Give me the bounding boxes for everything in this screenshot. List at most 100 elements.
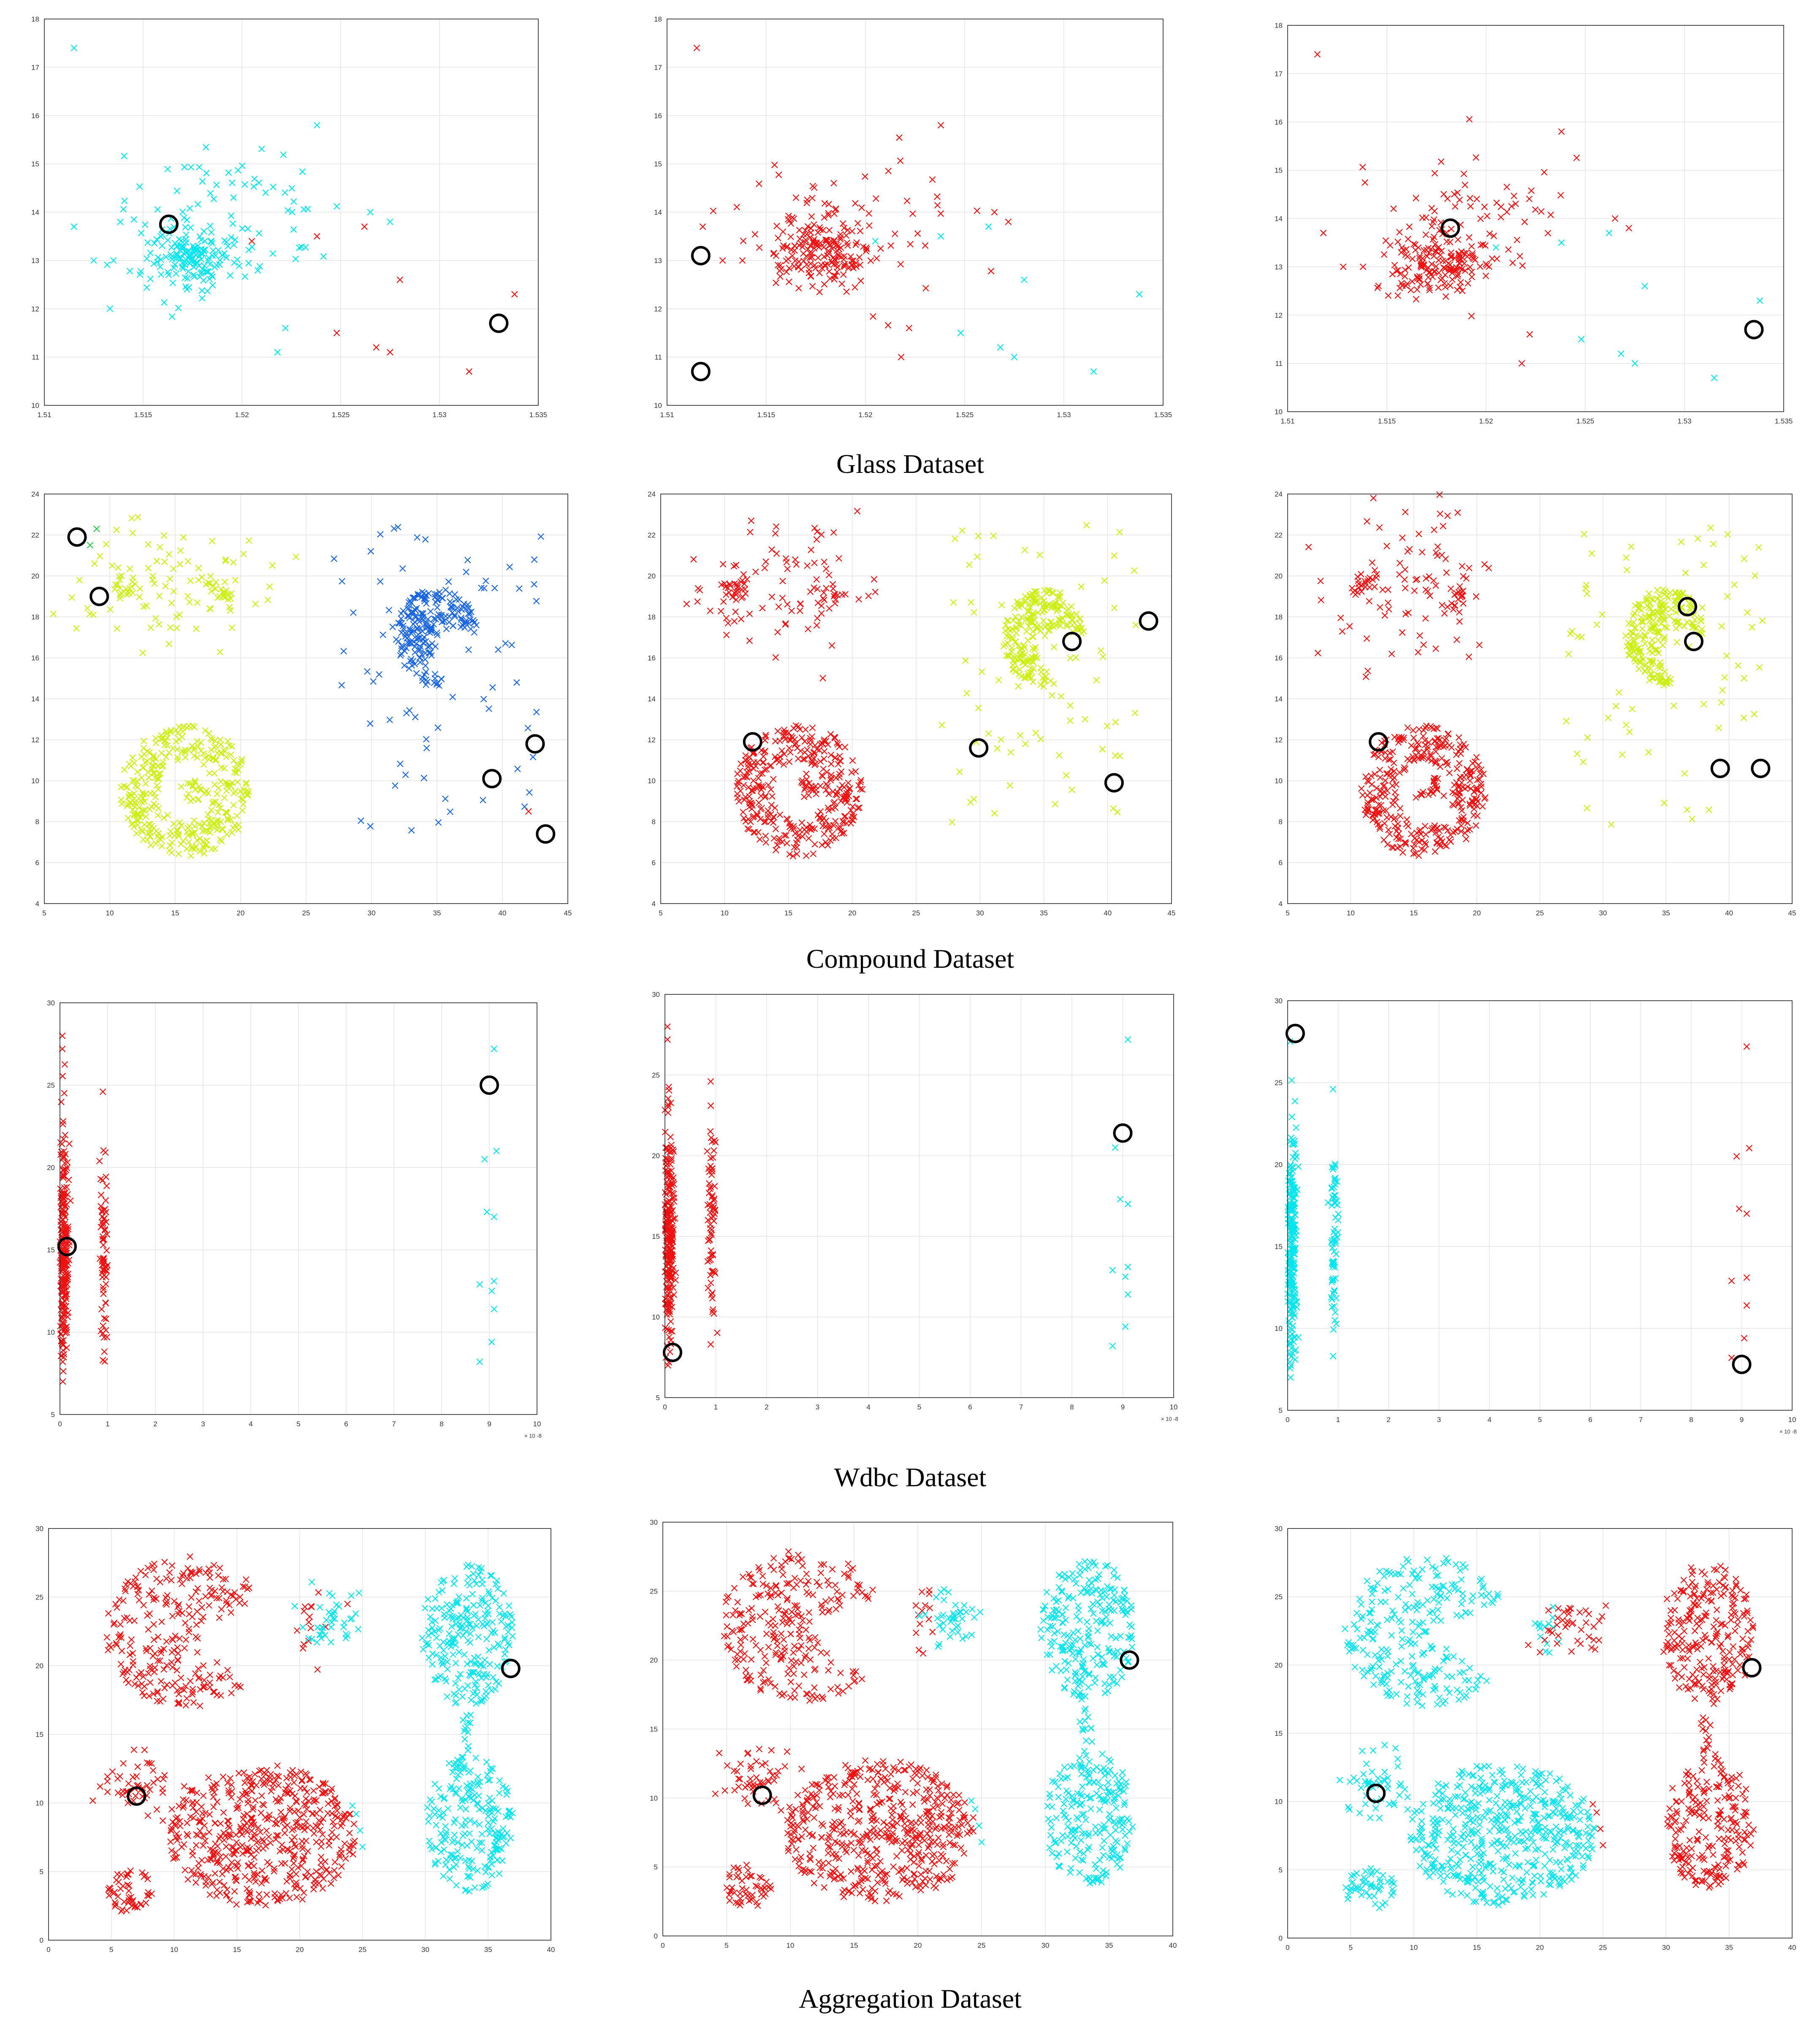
cluster-center-marker bbox=[691, 246, 711, 266]
data-point bbox=[138, 230, 145, 236]
data-point bbox=[823, 236, 830, 244]
data-point bbox=[143, 284, 150, 291]
data-point bbox=[231, 241, 237, 248]
x-tick-label: 15 bbox=[1410, 909, 1418, 917]
data-point bbox=[144, 255, 150, 262]
data-point bbox=[840, 220, 846, 227]
x-tick-label: 35 bbox=[484, 1946, 492, 1954]
x-tick-label: 0 bbox=[58, 1420, 62, 1428]
y-tick-label: 10 bbox=[35, 1799, 43, 1807]
data-point bbox=[803, 199, 810, 206]
data-point bbox=[191, 245, 198, 252]
panel-glass-2: 1.51 1.515 1.52 1.525 1.53 1.5351011121314151… bbox=[654, 15, 1172, 419]
data-point bbox=[937, 210, 944, 217]
y-tick-label: 8 bbox=[652, 818, 656, 826]
data-point bbox=[934, 193, 941, 200]
data-point bbox=[1426, 287, 1433, 293]
x-tick-label: 20 bbox=[237, 909, 245, 917]
data-point bbox=[1486, 230, 1493, 237]
data-point bbox=[1423, 267, 1430, 274]
data-point bbox=[779, 228, 787, 235]
x-tick-label: 15 bbox=[233, 1946, 241, 1954]
data-point bbox=[1538, 208, 1545, 215]
data-point bbox=[208, 271, 215, 278]
data-point bbox=[802, 236, 809, 243]
data-point bbox=[1460, 171, 1467, 177]
data-point bbox=[1389, 271, 1396, 278]
x-tick-label: 1.515 bbox=[134, 411, 152, 419]
axes-frame bbox=[44, 19, 539, 406]
data-point bbox=[157, 233, 164, 240]
data-point bbox=[187, 164, 195, 171]
data-point bbox=[997, 344, 1004, 351]
data-point bbox=[1398, 280, 1405, 287]
data-point bbox=[830, 254, 837, 261]
data-point bbox=[511, 291, 518, 298]
cluster-center-marker bbox=[489, 313, 509, 333]
y-tick-label: 4 bbox=[35, 900, 39, 908]
y-tick-label: 10 bbox=[654, 402, 662, 410]
data-point bbox=[334, 203, 340, 210]
y-tick-label: 15 bbox=[47, 1246, 55, 1254]
data-point bbox=[770, 250, 777, 257]
data-point bbox=[190, 271, 197, 278]
data-point bbox=[130, 216, 137, 223]
data-point bbox=[1424, 253, 1431, 260]
x-tick-label: 3 bbox=[816, 1403, 819, 1411]
data-point bbox=[897, 157, 904, 164]
data-point bbox=[1465, 280, 1471, 287]
data-point bbox=[210, 247, 217, 254]
data-point bbox=[785, 255, 792, 263]
data-point bbox=[897, 261, 904, 268]
y-tick-label: 30 bbox=[35, 1525, 43, 1533]
data-point bbox=[228, 179, 236, 186]
data-point bbox=[387, 349, 393, 356]
data-point bbox=[771, 161, 778, 168]
x-tick-label: 4 bbox=[1487, 1416, 1491, 1424]
y-tick-label: 18 bbox=[31, 613, 39, 621]
data-point bbox=[1397, 271, 1404, 277]
data-point bbox=[121, 152, 127, 160]
data-point bbox=[205, 257, 212, 264]
data-point bbox=[1462, 182, 1468, 188]
y-tick-label: 12 bbox=[31, 736, 39, 744]
x-tick-label: 10 bbox=[1347, 909, 1355, 917]
data-point bbox=[106, 305, 114, 312]
data-point bbox=[991, 209, 998, 216]
data-point bbox=[824, 261, 831, 268]
x-tick-label: 1.53 bbox=[1677, 417, 1691, 425]
data-point bbox=[892, 230, 898, 237]
data-point bbox=[270, 183, 277, 190]
data-point bbox=[1462, 267, 1469, 274]
data-point bbox=[249, 244, 255, 250]
data-point bbox=[866, 222, 873, 229]
data-point bbox=[857, 277, 864, 284]
data-point bbox=[814, 254, 822, 261]
data-point bbox=[289, 209, 296, 215]
data-point bbox=[1404, 280, 1411, 287]
data-point bbox=[1453, 264, 1460, 271]
data-point bbox=[1459, 266, 1466, 272]
axes-frame bbox=[667, 19, 1164, 406]
panel-glass-3: 1.51 1.515 1.52 1.525 1.53 1.5351011121314151… bbox=[1275, 22, 1793, 425]
y-tick-label: 20 bbox=[35, 1662, 43, 1670]
data-point bbox=[1422, 231, 1429, 238]
y-tick-label: 15 bbox=[1275, 166, 1283, 174]
data-point bbox=[877, 245, 884, 252]
data-point bbox=[857, 228, 864, 234]
x-tick-label: 10 bbox=[533, 1420, 541, 1428]
x-tick-label: 25 bbox=[1536, 909, 1544, 917]
data-point bbox=[179, 265, 187, 272]
y-tick-label: 22 bbox=[31, 531, 39, 539]
y-tick-label: 15 bbox=[1275, 1243, 1283, 1251]
data-point bbox=[1359, 164, 1366, 171]
data-point bbox=[802, 227, 809, 234]
data-point bbox=[808, 225, 814, 232]
data-point bbox=[1459, 288, 1466, 294]
y-tick-label: 10 bbox=[31, 777, 39, 785]
x-tick-label: 5 bbox=[917, 1403, 921, 1411]
data-point bbox=[1011, 353, 1018, 361]
data-point bbox=[1454, 286, 1461, 293]
y-tick-label: 25 bbox=[1275, 1079, 1283, 1087]
data-point bbox=[314, 233, 320, 240]
